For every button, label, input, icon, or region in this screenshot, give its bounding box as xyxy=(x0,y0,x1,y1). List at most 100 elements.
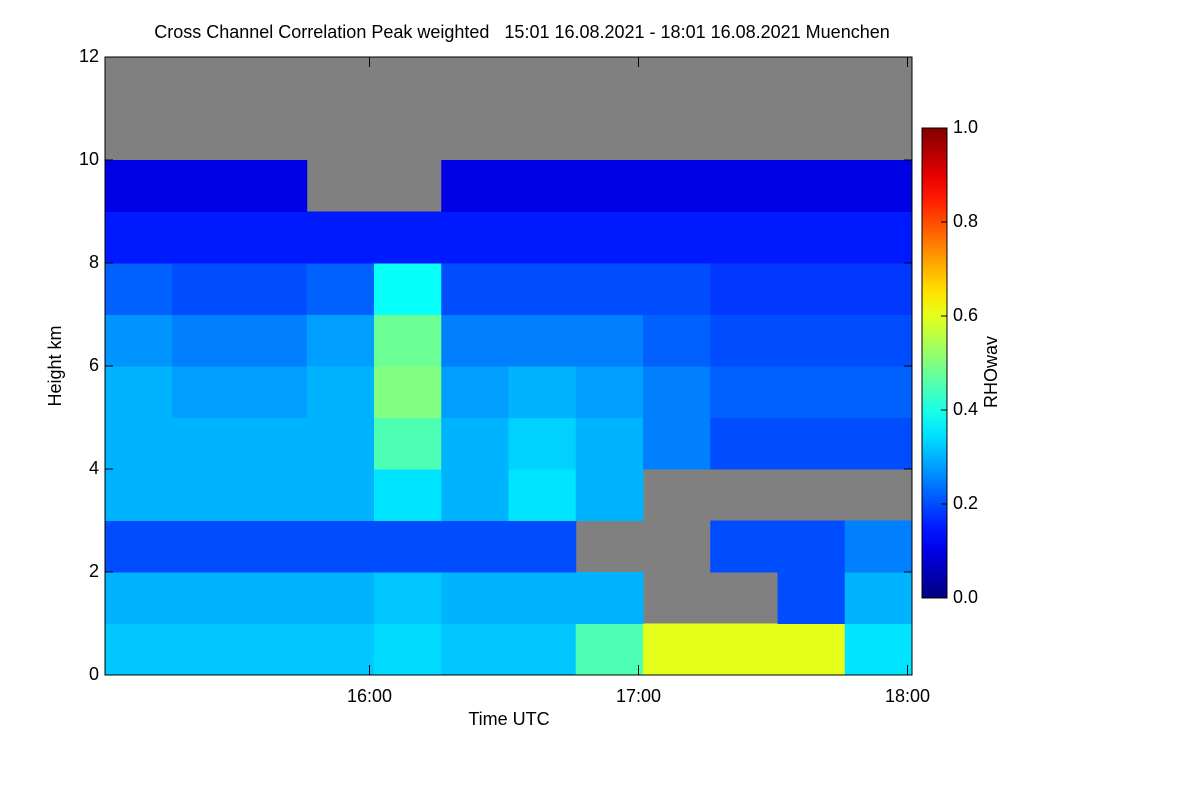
heatmap-cell xyxy=(239,314,308,367)
heatmap-cell xyxy=(239,572,308,624)
heatmap-cell xyxy=(306,520,375,573)
heatmap-cell xyxy=(306,263,375,315)
y-tick-label: 12 xyxy=(79,46,99,66)
heatmap-cell xyxy=(844,520,913,573)
heatmap-cell xyxy=(710,520,778,573)
heatmap-cell xyxy=(374,263,442,315)
heatmap-cell xyxy=(508,417,577,470)
heatmap-cell xyxy=(441,160,509,212)
heatmap-cell xyxy=(575,572,644,624)
heatmap-cell xyxy=(575,314,644,367)
heatmap-cell xyxy=(844,160,913,212)
y-tick-label: 2 xyxy=(89,561,99,581)
x-tick-label: 17:00 xyxy=(616,686,661,706)
x-axis-label: Time UTC xyxy=(468,709,549,729)
heatmap-cell xyxy=(441,314,509,367)
heatmap-cell xyxy=(508,314,577,367)
y-tick-label: 4 xyxy=(89,458,99,478)
heatmap-cell xyxy=(441,623,509,676)
heatmap-cell xyxy=(643,160,711,212)
heatmap-cell xyxy=(105,263,173,315)
heatmap-cell xyxy=(777,366,846,418)
heatmap-cell xyxy=(643,623,711,676)
x-tick-label: 16:00 xyxy=(347,686,392,706)
heatmap-cell xyxy=(710,314,778,367)
heatmap-cell xyxy=(374,520,442,573)
colorbar-label: RHOwav xyxy=(981,336,1001,408)
heatmap-cell xyxy=(306,469,375,521)
heatmap-cell xyxy=(441,520,509,573)
colorbar-tick-label: 1.0 xyxy=(953,117,978,137)
colorbar xyxy=(921,127,948,599)
heatmap-cell xyxy=(239,366,308,418)
y-tick-label: 8 xyxy=(89,252,99,272)
heatmap-cell xyxy=(710,417,778,470)
heatmap-cell xyxy=(172,623,240,676)
heatmap-cell xyxy=(105,366,173,418)
heatmap-cell xyxy=(508,469,577,521)
heatmap-cell xyxy=(172,211,240,264)
heatmap-cell xyxy=(105,469,173,521)
heatmap-cell xyxy=(306,211,375,264)
heatmap-cell xyxy=(306,314,375,367)
heatmap-cell xyxy=(441,417,509,470)
heatmap-cell xyxy=(575,417,644,470)
heatmap-cell xyxy=(643,314,711,367)
heatmap-cell xyxy=(508,211,577,264)
heatmap-cell xyxy=(105,572,173,624)
heatmap-cell xyxy=(105,417,173,470)
y-tick-label: 10 xyxy=(79,149,99,169)
heatmap-cell xyxy=(575,366,644,418)
heatmap-cell xyxy=(575,469,644,521)
heatmap-cell xyxy=(239,160,308,212)
heatmap-cell xyxy=(441,366,509,418)
heatmap-cell xyxy=(306,417,375,470)
heatmap-cell xyxy=(306,623,375,676)
colorbar-tick-label: 0.0 xyxy=(953,587,978,607)
heatmap-cell xyxy=(575,623,644,676)
heatmap-cell xyxy=(105,520,173,573)
heatmap-cell xyxy=(777,314,846,367)
heatmap-cell xyxy=(306,366,375,418)
heatmap-cell xyxy=(844,263,913,315)
heatmap-cell xyxy=(172,366,240,418)
heatmap-cell xyxy=(306,572,375,624)
colorbar-tick-label: 0.4 xyxy=(953,399,978,419)
heatmap-cell xyxy=(172,417,240,470)
heatmap-cell xyxy=(777,520,846,573)
heatmap-cell xyxy=(239,263,308,315)
heatmap-cell xyxy=(777,623,846,676)
x-tick-label: 18:00 xyxy=(885,686,930,706)
heatmap-cell xyxy=(777,211,846,264)
heatmap-cell xyxy=(844,366,913,418)
heatmap-cell xyxy=(172,572,240,624)
heatmap-cell xyxy=(105,314,173,367)
heatmap-cell xyxy=(172,263,240,315)
heatmap-cell xyxy=(844,211,913,264)
heatmap-cell xyxy=(508,623,577,676)
y-tick-label: 0 xyxy=(89,664,99,684)
heatmap-cell xyxy=(643,366,711,418)
heatmap-cell xyxy=(374,211,442,264)
heatmap-cell xyxy=(441,572,509,624)
heatmap-cell xyxy=(374,469,442,521)
heatmap-cell xyxy=(239,211,308,264)
heatmap-cell xyxy=(374,623,442,676)
heatmap-cell xyxy=(643,211,711,264)
heatmap-cell xyxy=(172,314,240,367)
heatmap-cell xyxy=(710,623,778,676)
heatmap-cell xyxy=(441,263,509,315)
heatmap-cell xyxy=(777,160,846,212)
heatmap-cell xyxy=(844,572,913,624)
heatmap-cell xyxy=(441,211,509,264)
heatmap-cell xyxy=(575,211,644,264)
heatmap-cell xyxy=(643,417,711,470)
heatmap-cell xyxy=(777,263,846,315)
heatmap-cell xyxy=(374,417,442,470)
y-axis-label: Height km xyxy=(45,325,65,406)
heatmap-cell xyxy=(508,160,577,212)
heatmap-cell xyxy=(710,160,778,212)
heatmap-cell xyxy=(239,520,308,573)
colorbar-tick-label: 0.2 xyxy=(953,493,978,513)
